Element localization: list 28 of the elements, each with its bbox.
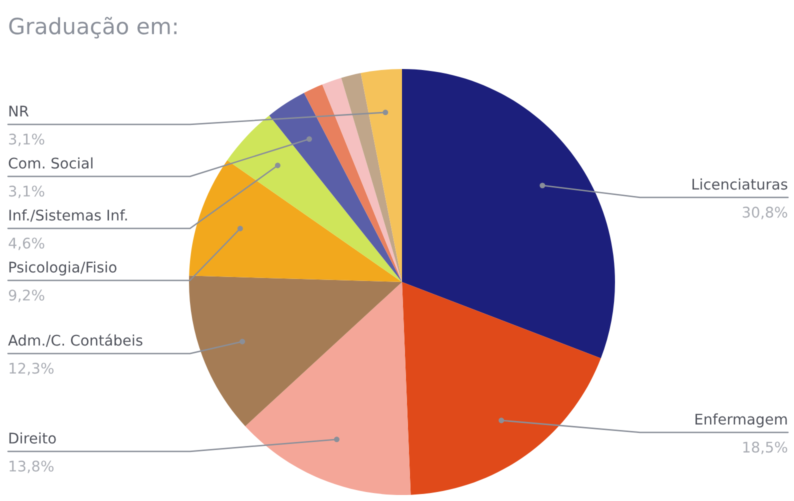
slice-label: NR bbox=[9, 106, 29, 116]
data-label: 4,6% bbox=[8, 238, 44, 250]
slice-label: Psicologia/Fisio bbox=[9, 261, 116, 276]
chart-title: Graduação em: bbox=[9, 16, 176, 38]
pie-slice bbox=[189, 160, 402, 282]
pie-slice bbox=[269, 92, 402, 282]
slice-label: Adm./C. Contábeis bbox=[8, 334, 142, 347]
slice-label: Licenciaturas bbox=[692, 178, 788, 190]
pie-slice bbox=[402, 282, 601, 495]
slice-label: Com. Social bbox=[8, 157, 92, 169]
data-label: 13,8% bbox=[10, 460, 54, 474]
data-label: 12,3% bbox=[10, 362, 54, 376]
data-label: 3,1% bbox=[9, 186, 44, 198]
slice-label: Direito bbox=[9, 432, 56, 444]
pie-slice bbox=[341, 73, 402, 282]
pie-slice bbox=[360, 69, 402, 282]
data-label: 18,5% bbox=[743, 442, 788, 454]
pie-slice bbox=[322, 78, 402, 282]
pie-slice bbox=[402, 69, 615, 358]
pie-slice bbox=[227, 115, 402, 282]
slice-label: Enfermagem bbox=[696, 413, 787, 428]
pie-slice bbox=[304, 84, 402, 282]
data-label: 30,8% bbox=[742, 206, 788, 220]
data-label: 9,2% bbox=[8, 290, 44, 302]
slice-label: Inf./Sistemas Inf. bbox=[9, 209, 127, 222]
pie-slice bbox=[245, 282, 411, 495]
pie-slice bbox=[189, 276, 402, 426]
data-label: 3,1% bbox=[9, 134, 44, 146]
